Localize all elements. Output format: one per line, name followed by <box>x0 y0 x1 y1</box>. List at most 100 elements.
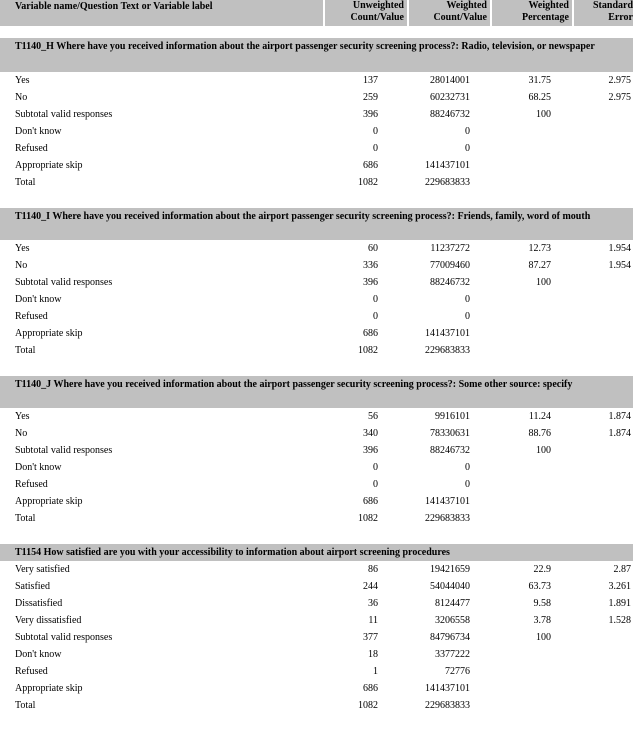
row-label: Subtotal valid responses <box>15 445 113 456</box>
cell-value: 396 <box>363 277 378 288</box>
cell-value: 0 <box>373 294 378 305</box>
cell-value: 336 <box>363 260 378 271</box>
cell-value: 88246732 <box>430 277 470 288</box>
row-label: No <box>15 92 28 103</box>
cell-value: 0 <box>465 479 470 490</box>
header-label: Variable name/Question Text or Variable … <box>15 1 213 12</box>
table-row: Refused 1 72776 <box>0 663 633 680</box>
cell-value: 0 <box>465 311 470 322</box>
cell-value: 60 <box>368 243 378 254</box>
cell-value: 100 <box>536 109 551 120</box>
header-cell: Weighted Percentage <box>490 0 572 26</box>
section-title: T1154 How satisfied are you with your ac… <box>0 544 633 561</box>
table-row: Appropriate skip 686 141437101 <box>0 680 633 697</box>
cell-value: 19421659 <box>430 564 470 575</box>
cell-value: 1.954 <box>608 243 632 254</box>
cell-value: 141437101 <box>425 683 470 694</box>
table-header: Variable name/Question Text or Variable … <box>0 0 633 26</box>
row-label: Total <box>15 345 36 356</box>
cell-value: 1082 <box>358 700 378 711</box>
row-label: Don't know <box>15 294 62 305</box>
section: T1140_J Where have you received informat… <box>0 376 633 527</box>
cell-value: 2.975 <box>608 92 632 103</box>
cell-value: 100 <box>536 632 551 643</box>
cell-value: 87.27 <box>528 260 552 271</box>
table-row: No 259 60232731 68.25 2.975 <box>0 89 633 106</box>
row-label: Yes <box>15 411 30 422</box>
cell-value: 60232731 <box>430 92 470 103</box>
cell-value: 1.891 <box>608 598 632 609</box>
cell-value: 141437101 <box>425 160 470 171</box>
table-row: Yes 60 11237272 12.73 1.954 <box>0 240 633 257</box>
table-row: Don't know 0 0 <box>0 459 633 476</box>
cell-value: 137 <box>363 75 378 86</box>
cell-value: 1.954 <box>608 260 632 271</box>
row-label: Total <box>15 700 36 711</box>
table-row: Subtotal valid responses 377 84796734 100 <box>0 629 633 646</box>
cell-value: 78330631 <box>430 428 470 439</box>
row-label: No <box>15 260 28 271</box>
section: T1140_I Where have you received informat… <box>0 208 633 359</box>
table-row: Satisfied 244 54044040 63.73 3.261 <box>0 578 633 595</box>
table-row: Subtotal valid responses 396 88246732 100 <box>0 274 633 291</box>
cell-value: 68.25 <box>528 92 552 103</box>
row-label: Don't know <box>15 126 62 137</box>
table-row: Refused 0 0 <box>0 308 633 325</box>
cell-value: 31.75 <box>528 75 552 86</box>
row-label: Don't know <box>15 462 62 473</box>
section-title: T1140_J Where have you received informat… <box>0 376 633 408</box>
row-label: Dissatisfied <box>15 598 63 609</box>
table-row: Don't know 18 3377222 <box>0 646 633 663</box>
cell-value: 11 <box>368 615 378 626</box>
row-label: Yes <box>15 243 30 254</box>
cell-value: 1082 <box>358 513 378 524</box>
cell-value: 0 <box>465 462 470 473</box>
table-row: Yes 56 9916101 11.24 1.874 <box>0 408 633 425</box>
row-label: Appropriate skip <box>15 160 83 171</box>
cell-value: 36 <box>368 598 378 609</box>
cell-value: 1082 <box>358 345 378 356</box>
cell-value: 141437101 <box>425 496 470 507</box>
cell-value: 88246732 <box>430 109 470 120</box>
section: T1154 How satisfied are you with your ac… <box>0 544 633 714</box>
table-row: Total 1082 229683833 <box>0 697 633 714</box>
cell-value: 229683833 <box>425 177 470 188</box>
cell-value: 77009460 <box>430 260 470 271</box>
cell-value: 2.975 <box>608 75 632 86</box>
cell-value: 11.24 <box>528 411 551 422</box>
row-label: Appropriate skip <box>15 496 83 507</box>
cell-value: 84796734 <box>430 632 470 643</box>
cell-value: 88246732 <box>430 445 470 456</box>
cell-value: 100 <box>536 445 551 456</box>
cell-value: 8124477 <box>435 598 470 609</box>
cell-value: 259 <box>363 92 378 103</box>
table-row: Don't know 0 0 <box>0 291 633 308</box>
section-title: T1140_H Where have you received informat… <box>0 38 633 72</box>
table-row: Appropriate skip 686 141437101 <box>0 325 633 342</box>
cell-value: 18 <box>368 649 378 660</box>
cell-value: 0 <box>373 143 378 154</box>
table-row: Very dissatisfied 11 3206558 3.78 1.528 <box>0 612 633 629</box>
row-label: Refused <box>15 666 48 677</box>
cell-value: 244 <box>363 581 378 592</box>
row-label: Refused <box>15 311 48 322</box>
cell-value: 3377222 <box>435 649 470 660</box>
table-row: Subtotal valid responses 396 88246732 100 <box>0 442 633 459</box>
table-row: Appropriate skip 686 141437101 <box>0 493 633 510</box>
row-label: Refused <box>15 143 48 154</box>
row-label: Appropriate skip <box>15 328 83 339</box>
cell-value: 0 <box>373 479 378 490</box>
cell-value: 229683833 <box>425 700 470 711</box>
cell-value: 88.76 <box>528 428 552 439</box>
table-row: Total 1082 229683833 <box>0 342 633 359</box>
row-label: Refused <box>15 479 48 490</box>
row-label: Very satisfied <box>15 564 70 575</box>
row-label: Don't know <box>15 649 62 660</box>
cell-value: 686 <box>363 160 378 171</box>
table-row: Refused 0 0 <box>0 140 633 157</box>
row-label: Subtotal valid responses <box>15 632 113 643</box>
table-row: No 336 77009460 87.27 1.954 <box>0 257 633 274</box>
table-row: Don't know 0 0 <box>0 123 633 140</box>
table-row: Dissatisfied 36 8124477 9.58 1.891 <box>0 595 633 612</box>
